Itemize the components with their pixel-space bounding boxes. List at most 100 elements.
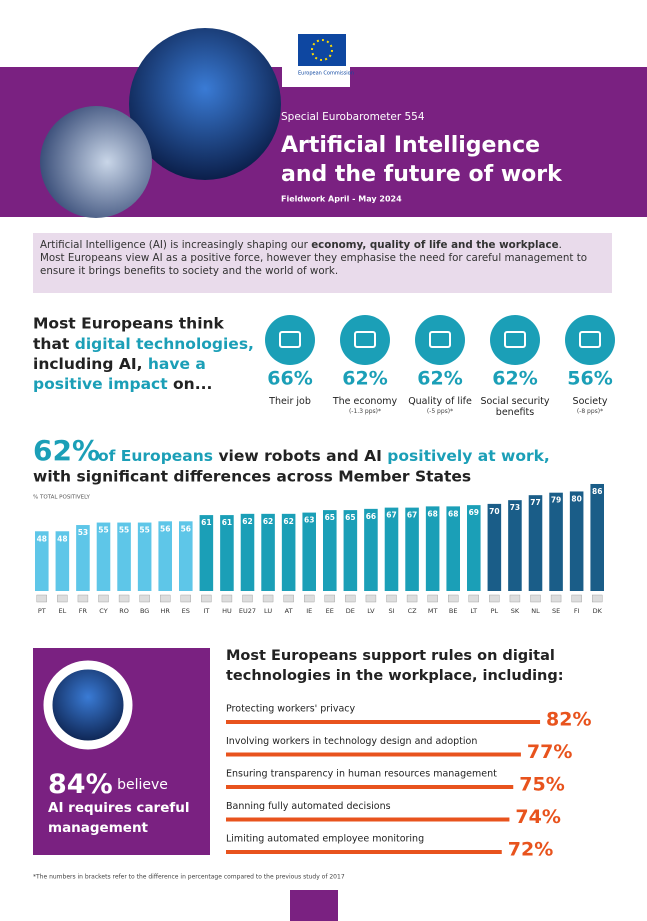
bar [55,531,70,591]
org-name: European Commission [298,71,354,77]
careful-text: management [48,820,149,836]
impact-label: Their job [269,396,311,407]
footnote: *The numbers in brackets refer to the di… [33,874,345,881]
bar [96,522,111,591]
flag [448,594,459,603]
chart-title: positively at work, [387,447,550,465]
bar [384,507,399,591]
country-label: EE [326,607,334,615]
country-label: EL [58,607,66,615]
bar-label: 68 [448,509,458,518]
country-label: BG [140,607,149,615]
country-label: FR [79,607,88,615]
impact-label: Quality of life (-5 pps)* [402,396,478,417]
intro-bold: economy, quality of life and the workpla… [311,239,559,251]
flag [468,594,479,603]
heading-highlight: positive impact [33,375,168,393]
flag [139,594,150,603]
impact-value: 62% [492,368,537,390]
country-label: NL [531,607,540,615]
axis-label: % TOTAL POSITIVELY [33,495,90,501]
country-label: SK [511,607,520,615]
bar-label: 53 [78,528,88,537]
rules-title: Most Europeans support rules on digital [226,648,555,664]
bar [508,500,522,591]
bar [528,495,543,591]
bar [199,515,214,591]
impact-icon [340,315,390,365]
impact-label: Social security benefits [477,396,553,418]
bar-label: 56 [160,524,170,533]
intro-text: Most Europeans view AI as a positive for… [40,252,588,277]
bar [425,506,440,591]
bar [446,506,460,591]
footer-block [290,890,338,921]
rule-value: 72% [508,839,553,861]
flag [118,594,130,603]
rule-label: Protecting workers' privacy [226,704,356,715]
rule-label: Ensuring transparency in human resources… [226,769,497,780]
flag [386,594,397,603]
icon-glyph [354,331,376,348]
rule-label: Limiting automated employee monitoring [226,834,424,845]
country-label: RO [119,607,129,615]
title: and the future of work [281,162,563,187]
country-label: HU [222,607,232,615]
bar [220,515,234,591]
bar [467,505,481,591]
rule-label: Involving workers in technology design a… [226,736,477,747]
country-label: EU27 [239,607,256,615]
bar [405,507,419,591]
chart-title: with significant differences across Memb… [33,468,471,486]
heading-highlight: have a [148,355,206,373]
country-label: DK [593,607,603,615]
country-label: CY [99,607,107,615]
bar-label: 67 [407,511,417,520]
bar-label: 65 [325,513,335,522]
bar-label: 48 [37,534,47,543]
bar-label: 65 [345,513,355,522]
bar-label: 69 [469,508,479,517]
impact-note: (-1.3 pps)* [348,408,382,415]
header-photo [129,28,281,180]
country-label: PL [491,607,499,615]
flag [345,594,356,603]
bar-label: 55 [119,526,129,535]
bar-label: 86 [592,487,602,496]
rule-value: 82% [546,709,591,731]
impact-icon [415,315,465,365]
bar [158,521,172,591]
flag [180,594,191,603]
bar [179,521,193,591]
bar-label: 55 [139,526,149,535]
bar [117,522,131,591]
bar-label: 62 [242,517,252,526]
impact-note: (-5 pps)* [426,408,454,415]
bar-label: 77 [530,498,540,507]
flag [36,594,47,603]
intro: Artificial Intelligence (AI) is increasi… [33,233,612,293]
careful-believe: believe [113,777,168,793]
bar-label: 56 [181,524,191,533]
impact-label: The economy (-1.3 pps)* [327,396,403,417]
eu-flag [298,34,346,66]
bar [569,491,584,591]
impact-value: 56% [567,368,612,390]
country-label: LV [367,607,375,615]
country-label: FI [574,607,580,615]
impact-label: Society (-8 pps)* [552,396,628,417]
bar [343,510,358,591]
rules-title: technologies in the workplace, including… [226,668,564,684]
icon-glyph [504,331,526,348]
chart-title: view robots and AI [218,447,387,465]
impact-label: The economy [332,396,398,407]
chart-title: of Europeans [98,447,218,465]
bar-label: 63 [304,516,314,525]
bar [35,531,49,591]
impact-note: (-8 pps)* [576,408,604,415]
heading: including AI, have a [33,355,206,373]
bar-label: 80 [571,494,581,503]
flag [427,594,438,603]
flag [406,594,418,603]
